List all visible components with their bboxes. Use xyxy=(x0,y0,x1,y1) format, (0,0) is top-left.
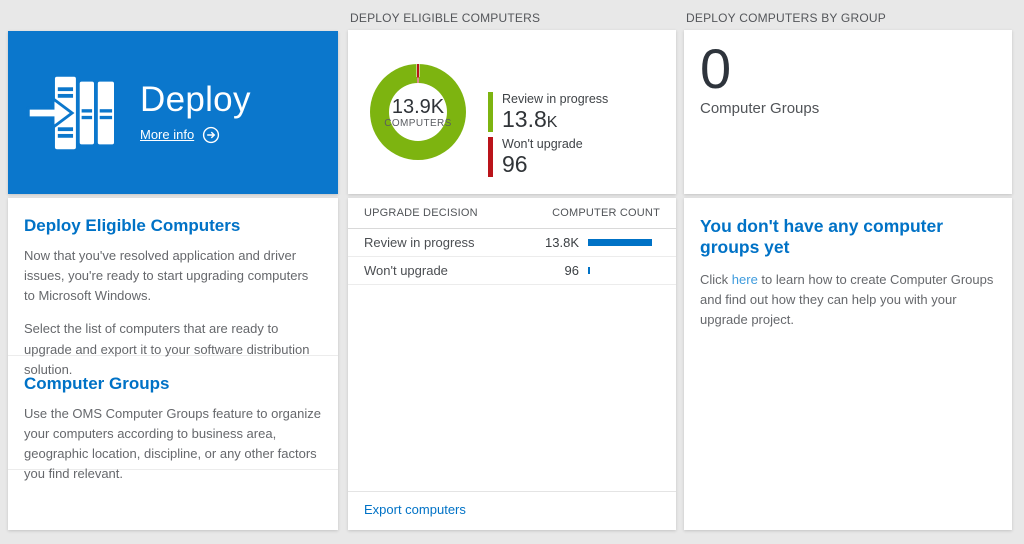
upgrade-decision-table-panel: UPGRADE DECISION COMPUTER COUNT Review i… xyxy=(348,198,676,530)
deploy-tile-title: Deploy xyxy=(140,80,251,120)
legend-entry-review-in-progress: Review in progress 13.8K xyxy=(488,92,608,132)
computer-groups-section: Computer Groups Use the OMS Computer Gro… xyxy=(8,356,338,481)
more-info-link[interactable]: More info xyxy=(140,126,251,144)
eligible-computers-section: Deploy Eligible Computers Now that you'v… xyxy=(8,198,338,377)
no-groups-paragraph: Click here to learn how to create Comput… xyxy=(700,272,994,328)
eligible-computers-paragraph-1: Now that you've resolved application and… xyxy=(24,248,309,304)
donut-total-value: 13.9K xyxy=(391,95,445,118)
computer-groups-paragraph: Use the OMS Computer Groups feature to o… xyxy=(24,406,321,482)
eligible-computers-paragraph-2: Select the list of computers that are re… xyxy=(24,321,310,377)
column-upgrade-decision: UPGRADE DECISION xyxy=(364,207,478,219)
deploy-tile[interactable]: Deploy More info xyxy=(8,31,338,194)
export-row: Export computers xyxy=(348,491,676,530)
header-deploy-computers-by-group: DEPLOY COMPUTERS BY GROUP xyxy=(686,11,886,25)
header-deploy-eligible-computers: DEPLOY ELIGIBLE COMPUTERS xyxy=(350,11,541,25)
donut-center: 13.9K COMPUTERS xyxy=(384,83,451,141)
legend-label: Won't upgrade xyxy=(502,136,583,151)
more-info-label: More info xyxy=(140,127,195,143)
deploy-servers-icon xyxy=(8,73,140,153)
eligible-computers-chart-tile: 13.9K COMPUTERS Review in progress 13.8K… xyxy=(348,30,676,194)
table-header-row: UPGRADE DECISION COMPUTER COUNT xyxy=(348,198,676,229)
donut-total-label: COMPUTERS xyxy=(384,117,452,129)
computer-groups-heading: Computer Groups xyxy=(24,374,170,393)
no-computer-groups-panel: You don't have any computer groups yet C… xyxy=(684,198,1012,530)
legend-label: Review in progress xyxy=(502,92,609,106)
count-bar xyxy=(588,239,652,246)
deploy-info-panel: Deploy Eligible Computers Now that you'v… xyxy=(8,198,338,530)
computer-groups-count-tile: 0 Computer Groups xyxy=(684,30,1012,194)
count-bar-cell xyxy=(588,267,660,274)
no-groups-heading: You don't have any computer groups yet xyxy=(700,216,944,257)
legend-swatch-green xyxy=(488,92,493,132)
computer-groups-count-label: Computer Groups xyxy=(700,99,820,117)
table-row-review-in-progress[interactable]: Review in progress 13.8K xyxy=(348,229,676,257)
table-row-wont-upgrade[interactable]: Won't upgrade 96 xyxy=(348,257,676,285)
legend-value: 13.8K xyxy=(502,106,558,132)
arrow-right-circle-icon xyxy=(202,126,220,144)
legend-swatch-red xyxy=(488,136,493,177)
count-bar-cell xyxy=(588,239,660,246)
legend-entry-wont-upgrade: Won't upgrade 96 xyxy=(488,136,608,177)
column-computer-count: COMPUTER COUNT xyxy=(552,207,660,219)
export-computers-link[interactable]: Export computers xyxy=(364,502,466,517)
eligible-computers-heading: Deploy Eligible Computers xyxy=(24,216,241,235)
count-bar xyxy=(588,267,590,274)
computer-groups-count: 0 xyxy=(700,37,732,100)
chart-legend: Review in progress 13.8K Won't upgrade 9… xyxy=(488,92,608,182)
legend-value: 96 xyxy=(502,150,528,177)
donut-chart[interactable]: 13.9K COMPUTERS xyxy=(370,64,466,160)
here-link[interactable]: here xyxy=(731,272,758,287)
